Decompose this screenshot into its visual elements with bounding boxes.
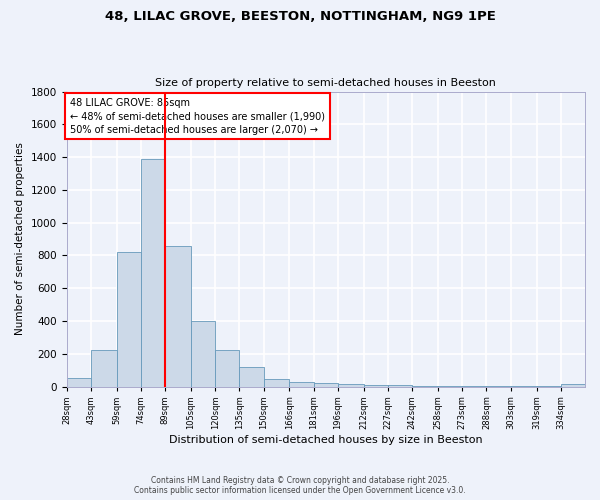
Bar: [364, 385, 388, 386]
Bar: [91, 350, 116, 386]
Text: Contains HM Land Registry data © Crown copyright and database right 2025.
Contai: Contains HM Land Registry data © Crown c…: [134, 476, 466, 495]
Y-axis label: Number of semi-detached properties: Number of semi-detached properties: [15, 142, 25, 336]
Bar: [388, 385, 412, 386]
Bar: [263, 379, 289, 386]
Text: 48 LILAC GROVE: 85sqm
← 48% of semi-detached houses are smaller (1,990)
50% of s: 48 LILAC GROVE: 85sqm ← 48% of semi-deta…: [70, 98, 325, 134]
Bar: [165, 246, 191, 386]
Bar: [116, 252, 141, 386]
Bar: [338, 384, 364, 386]
Text: 48, LILAC GROVE, BEESTON, NOTTINGHAM, NG9 1PE: 48, LILAC GROVE, BEESTON, NOTTINGHAM, NG…: [104, 10, 496, 23]
Bar: [314, 384, 338, 386]
Bar: [67, 378, 91, 386]
Bar: [191, 321, 215, 386]
Bar: [215, 350, 239, 386]
Bar: [141, 158, 165, 386]
Bar: [239, 367, 263, 386]
X-axis label: Distribution of semi-detached houses by size in Beeston: Distribution of semi-detached houses by …: [169, 435, 482, 445]
Title: Size of property relative to semi-detached houses in Beeston: Size of property relative to semi-detach…: [155, 78, 496, 88]
Bar: [561, 384, 585, 386]
Bar: [289, 382, 314, 386]
